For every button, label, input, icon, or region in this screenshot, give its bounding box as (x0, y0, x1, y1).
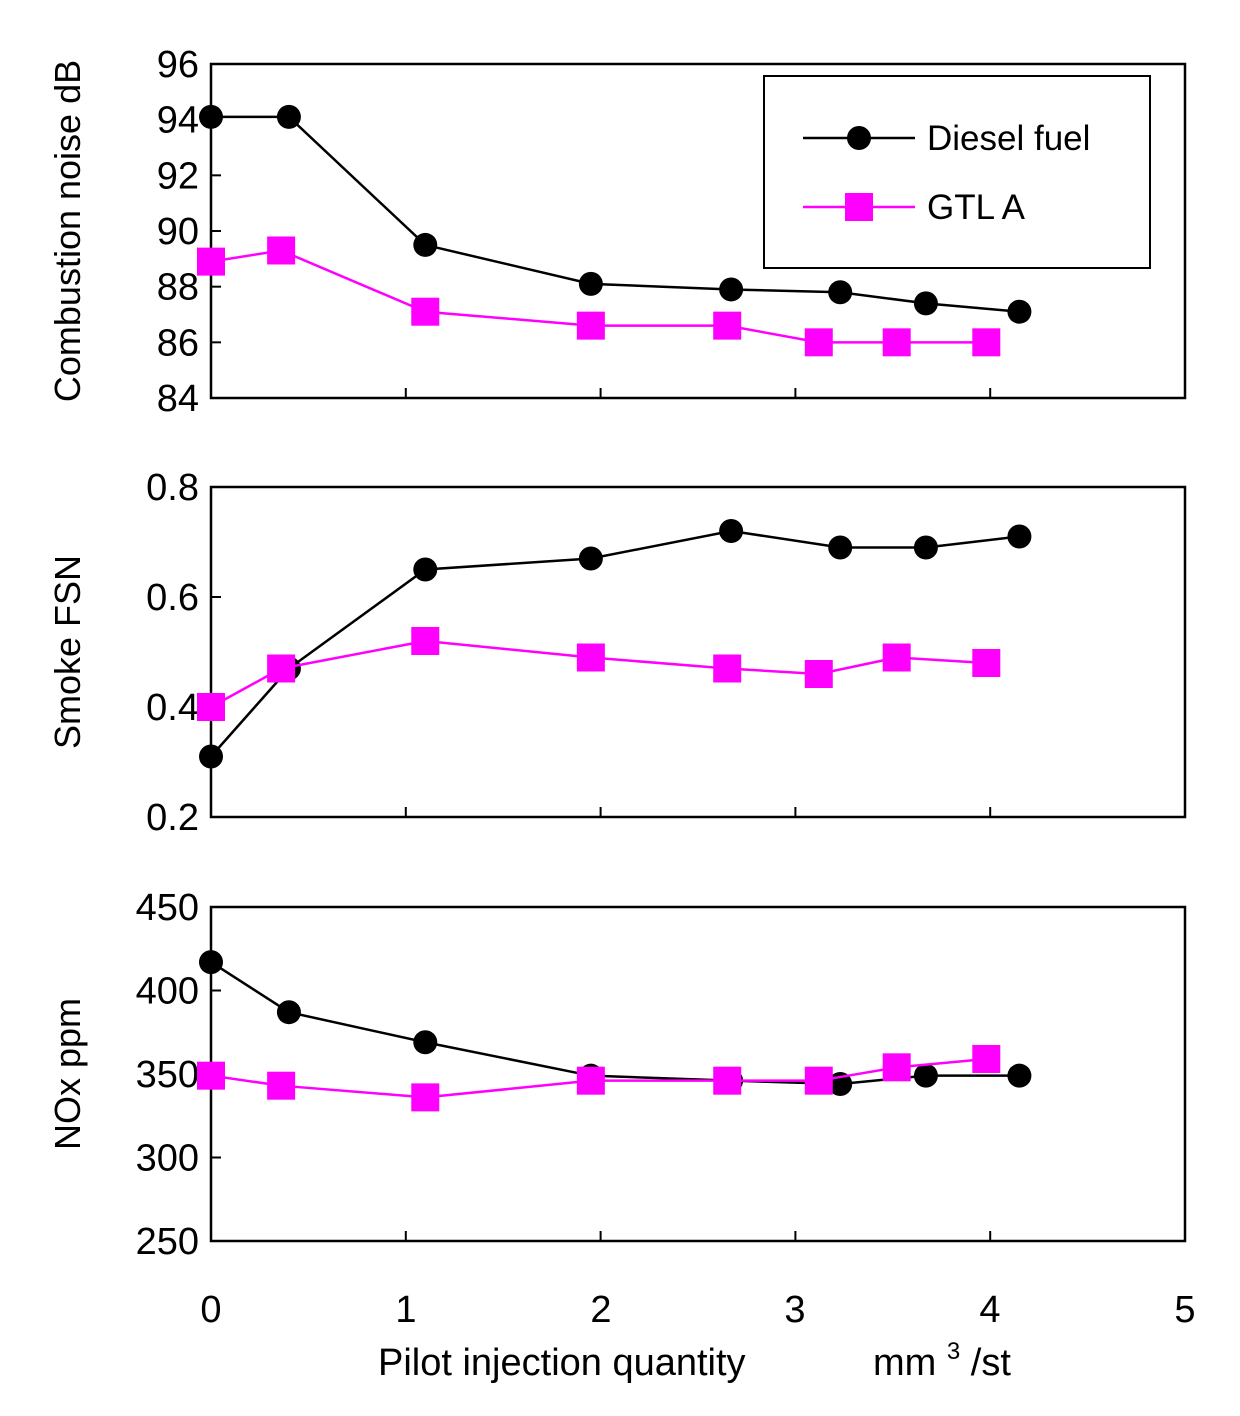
data-point-circle (828, 535, 853, 560)
legend-frame (763, 75, 1151, 269)
data-point-square (411, 1083, 440, 1112)
data-point-circle (719, 277, 744, 302)
x-tick-label: 0 (200, 1289, 221, 1331)
plot-frame (209, 485, 1187, 819)
y-tick-label: 92 (157, 155, 199, 197)
y-tick-label: 350 (136, 1054, 199, 1096)
y-tick-label: 250 (136, 1221, 199, 1263)
y-tick-label: 90 (157, 211, 199, 253)
data-point-circle (276, 104, 301, 129)
data-point-square (972, 328, 1001, 357)
data-point-square (411, 627, 440, 655)
x-tick-label: 3 (784, 1289, 805, 1331)
data-point-square (411, 297, 440, 326)
y-tick-label: 88 (157, 267, 199, 309)
data-point-square (576, 643, 605, 672)
y-tick-label: 94 (157, 100, 199, 142)
y-axis-title: NOx ppm (47, 998, 88, 1150)
y-axis-title: Smoke FSN (47, 555, 88, 749)
data-point-square (972, 649, 1001, 677)
y-tick-label: 0.2 (146, 797, 199, 839)
data-point-square (882, 643, 911, 672)
data-point-circle (199, 950, 223, 975)
series-line (211, 115, 1020, 313)
data-point-square (972, 1044, 1001, 1073)
y-tick-label: 0.8 (146, 467, 199, 509)
data-point-circle (913, 291, 938, 316)
data-point-circle (913, 535, 938, 560)
legend-gtl-marker (845, 193, 873, 221)
data-point-square (576, 1066, 605, 1095)
data-point-circle (1007, 1063, 1032, 1088)
data-point-circle (276, 1000, 301, 1025)
data-point-circle (1007, 524, 1032, 549)
data-point-square (713, 654, 742, 683)
y-tick-label: 300 (136, 1138, 199, 1180)
x-tick-label: 2 (590, 1289, 611, 1331)
data-point-square (267, 1071, 296, 1100)
data-point-square (882, 1053, 911, 1082)
x-axis-title: Pilot injection quantity mm 3 /st (378, 1326, 1011, 1384)
data-point-square (804, 328, 833, 357)
panel-nox: 250 300 350 400 450 NOx ppm (47, 887, 1187, 1263)
x-axis-title-suffix: /st (971, 1342, 1012, 1384)
data-point-circle (413, 1030, 438, 1055)
x-tick-label: 5 (1174, 1289, 1195, 1331)
y-tick-label: 0.4 (146, 687, 199, 729)
y-tick-label: 400 (136, 971, 199, 1013)
legend: Diesel fuel GTL A (763, 75, 1151, 269)
data-point-square (713, 1066, 742, 1095)
series-line (210, 529, 1020, 758)
data-point-square (267, 236, 296, 265)
legend-diesel-marker (847, 126, 871, 150)
data-point-circle (1007, 299, 1032, 324)
data-point-circle (199, 744, 223, 769)
x-tick-label: 1 (395, 1289, 416, 1331)
data-point-square (197, 693, 225, 721)
y-tick-label: 86 (157, 322, 199, 364)
data-point-circle (199, 104, 223, 129)
y-tick-label: 0.6 (146, 577, 199, 619)
data-point-circle (413, 232, 438, 257)
plot-frame (209, 905, 1187, 1243)
data-point-square (804, 1066, 833, 1095)
data-point-square (197, 247, 225, 276)
legend-diesel-label: Diesel fuel (927, 119, 1090, 158)
data-point-circle (719, 519, 744, 543)
y-tick-label: 84 (157, 378, 199, 420)
panel-smoke: 0.2 0.4 0.6 0.8 Smoke FSN (47, 467, 1187, 839)
x-tick-label: 4 (979, 1289, 1000, 1331)
data-point-square (267, 654, 296, 683)
data-point-square (197, 1061, 225, 1090)
x-axis-title-main: Pilot injection quantity (378, 1342, 746, 1384)
x-axis-title-unit: mm (873, 1342, 936, 1384)
x-axis-labels: 0 1 2 3 4 5 Pilot injection quantity mm … (200, 1289, 1195, 1384)
legend-gtl-label: GTL A (927, 188, 1026, 227)
data-point-circle (828, 280, 853, 305)
panel-noise: 84 86 88 90 92 94 96 Combustion noise dB (47, 44, 1187, 420)
data-point-circle (578, 271, 603, 296)
x-axis-title-sup: 3 (947, 1338, 960, 1365)
data-point-square (576, 311, 605, 340)
y-axis-title: Combustion noise dB (47, 60, 88, 402)
data-point-circle (913, 1063, 938, 1088)
data-point-square (713, 311, 742, 340)
series-line (210, 961, 1020, 1086)
data-point-square (882, 328, 911, 357)
data-point-circle (578, 546, 603, 571)
y-tick-label: 450 (136, 887, 199, 929)
data-point-circle (413, 557, 438, 582)
data-point-square (804, 660, 833, 688)
y-tick-label: 96 (157, 44, 199, 86)
